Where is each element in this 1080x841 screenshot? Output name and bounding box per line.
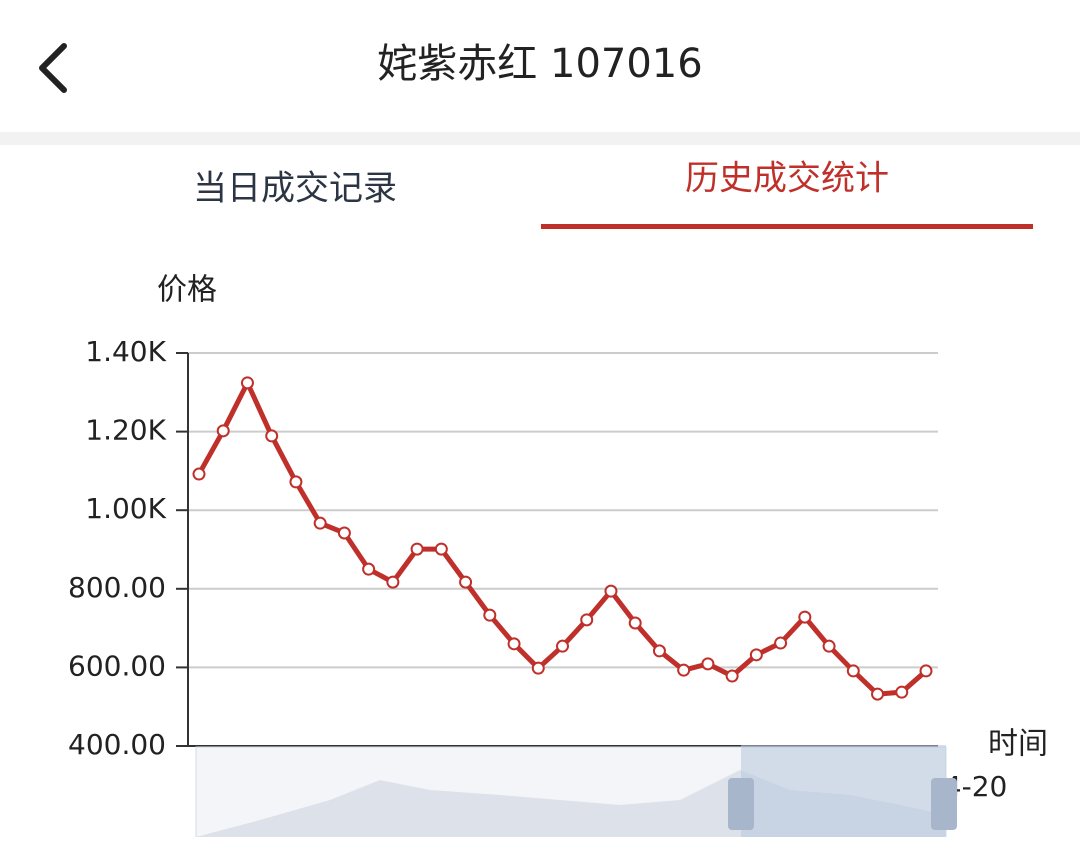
separator — [0, 132, 1080, 145]
point — [410, 542, 424, 556]
point — [192, 467, 206, 481]
point — [846, 664, 860, 678]
y-tick-label: 600.00 — [68, 649, 166, 682]
zoom-handle[interactable] — [931, 778, 957, 830]
page-title: 姹紫赤红 107016 — [377, 41, 702, 87]
back-button[interactable] — [39, 43, 67, 93]
point — [289, 475, 303, 489]
tab-active[interactable]: 历史成交统计 — [685, 159, 889, 199]
point — [362, 562, 376, 576]
point — [483, 608, 497, 622]
point — [798, 610, 812, 624]
point — [459, 575, 473, 589]
point — [531, 661, 545, 675]
point — [725, 669, 739, 683]
point — [774, 636, 788, 650]
point — [871, 687, 885, 701]
point — [556, 639, 569, 653]
y-tick-label: 1.20K — [85, 414, 166, 447]
point — [919, 664, 933, 678]
point — [749, 648, 763, 662]
zoom-handle[interactable] — [728, 778, 754, 830]
zoom-window[interactable] — [741, 745, 946, 837]
y-tick-label: 1.00K — [85, 492, 166, 525]
point — [895, 685, 909, 699]
point — [434, 542, 448, 556]
point — [216, 424, 230, 438]
point — [265, 429, 279, 443]
plot: 400.00600.00800.001.00K1.20K1.40K2026-03… — [68, 335, 1007, 803]
point — [386, 575, 400, 589]
y-tick-label: 1.40K — [85, 335, 166, 368]
point — [240, 376, 254, 390]
tab-underline — [541, 224, 1033, 229]
y-tick-label: 800.00 — [68, 571, 166, 604]
point — [507, 637, 521, 651]
point — [337, 526, 351, 540]
tab[interactable]: 当日成交记录 — [193, 169, 397, 209]
point — [580, 613, 594, 627]
point — [628, 616, 642, 630]
y-tick-label: 400.00 — [68, 728, 166, 761]
point — [822, 639, 836, 653]
x-axis-label: 时间 — [988, 727, 1048, 762]
y-axis-label: 价格 — [157, 273, 217, 308]
point — [701, 657, 715, 671]
point — [677, 663, 691, 677]
point — [652, 644, 666, 658]
point — [604, 584, 618, 598]
point — [313, 516, 327, 530]
